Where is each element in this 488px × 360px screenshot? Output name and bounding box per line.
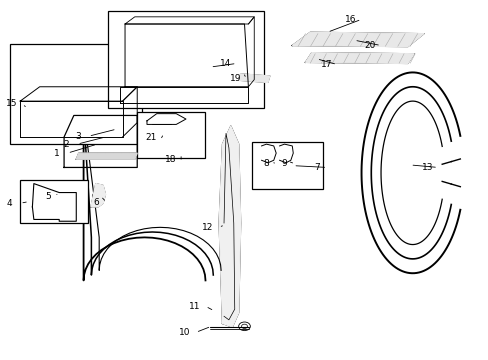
Text: 8: 8 — [263, 159, 269, 168]
Bar — [20, 180, 88, 223]
Text: 20: 20 — [364, 41, 375, 50]
Text: 6: 6 — [93, 198, 99, 207]
Text: 16: 16 — [345, 15, 356, 24]
Bar — [251, 142, 322, 189]
Text: 17: 17 — [320, 60, 331, 69]
Polygon shape — [305, 53, 413, 63]
Text: 10: 10 — [179, 328, 190, 337]
Text: 11: 11 — [189, 302, 200, 311]
Polygon shape — [91, 184, 105, 207]
Polygon shape — [219, 126, 240, 327]
Text: 5: 5 — [45, 192, 51, 201]
Polygon shape — [64, 116, 137, 167]
Bar — [10, 44, 142, 144]
Text: 3: 3 — [75, 132, 81, 141]
Text: 21: 21 — [145, 133, 156, 142]
Text: 14: 14 — [220, 59, 231, 68]
Bar — [108, 12, 264, 108]
Polygon shape — [76, 153, 137, 159]
Bar — [137, 112, 205, 158]
Text: 9: 9 — [281, 159, 287, 168]
Text: 15: 15 — [6, 99, 17, 108]
Text: 19: 19 — [229, 75, 241, 84]
Text: 12: 12 — [202, 223, 213, 232]
Text: 13: 13 — [421, 163, 432, 172]
Text: 4: 4 — [7, 199, 12, 208]
Polygon shape — [238, 74, 269, 82]
Text: 2: 2 — [63, 140, 69, 149]
Text: 1: 1 — [54, 149, 60, 158]
Polygon shape — [292, 32, 423, 46]
Text: 7: 7 — [313, 163, 319, 172]
Text: 18: 18 — [164, 155, 176, 164]
